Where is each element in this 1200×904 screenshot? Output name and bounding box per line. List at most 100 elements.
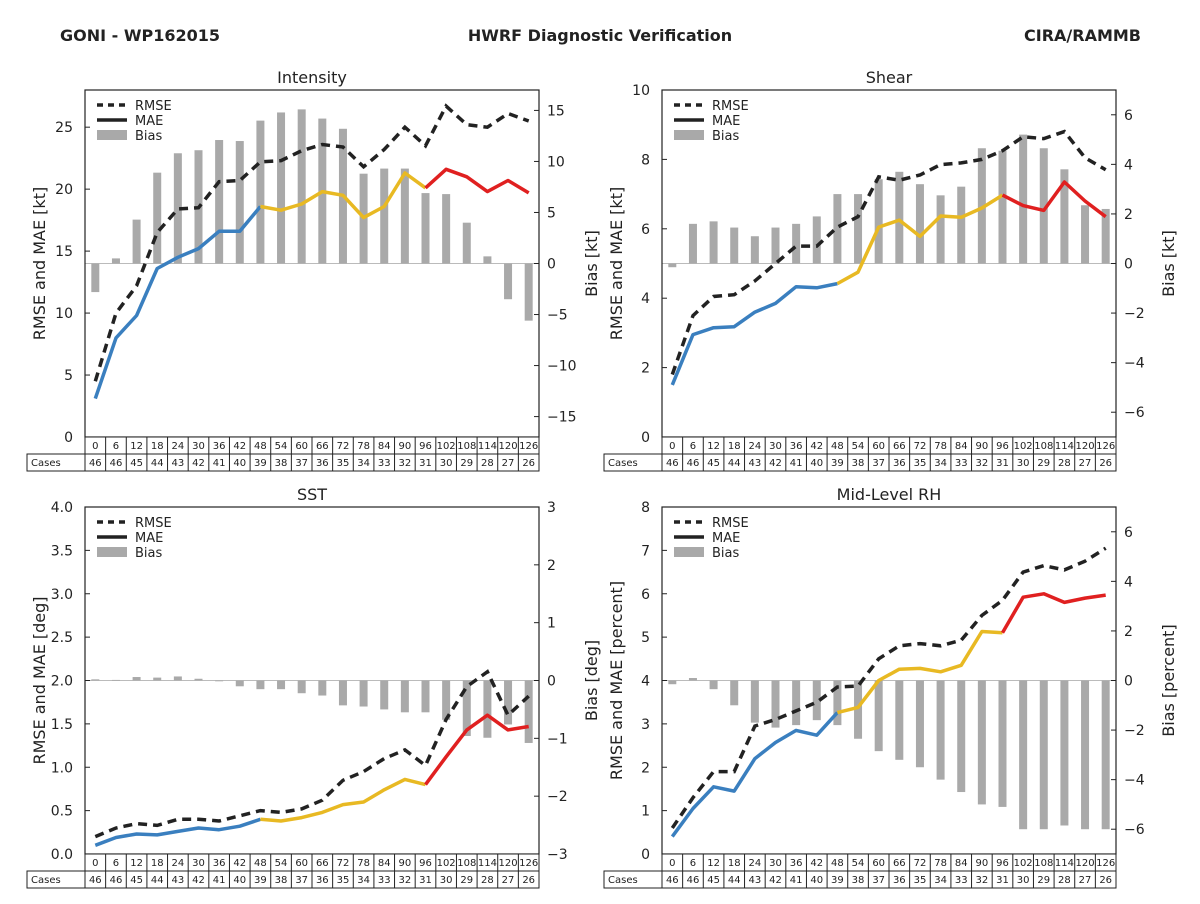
- y-tick-label: 2.5: [51, 630, 73, 646]
- hour-label: 30: [192, 441, 205, 452]
- hour-label: 6: [113, 858, 119, 869]
- bias-bar: [401, 169, 409, 264]
- y-tick-label: 0: [641, 430, 650, 446]
- bias-bar: [957, 681, 965, 793]
- case-count: 32: [975, 875, 988, 886]
- bias-bar: [380, 681, 388, 710]
- mae-line-late: [1003, 594, 1106, 633]
- hour-label: 96: [419, 441, 432, 452]
- case-count: 35: [337, 458, 350, 469]
- y-tick-label: 8: [641, 500, 650, 516]
- bias-bar: [318, 681, 326, 696]
- legend-bias-swatch: [97, 130, 127, 140]
- case-count: 31: [419, 875, 432, 886]
- case-count: 41: [213, 458, 226, 469]
- bias-bar: [1060, 681, 1068, 826]
- bias-bar: [277, 681, 285, 690]
- bias-bar: [91, 679, 99, 680]
- y-tick-label: 0.5: [51, 804, 73, 820]
- hour-label: 114: [478, 858, 497, 869]
- hour-label: 78: [357, 858, 370, 869]
- bias-bar: [668, 681, 676, 685]
- case-count: 40: [810, 875, 823, 886]
- bias-bar: [710, 221, 718, 263]
- case-count: 33: [378, 875, 391, 886]
- mae-line-early: [672, 284, 837, 385]
- hour-label: 54: [275, 441, 288, 452]
- case-count: 46: [666, 458, 679, 469]
- hour-label: 18: [728, 441, 741, 452]
- bias-bar: [1019, 135, 1027, 264]
- hour-label: 66: [316, 858, 329, 869]
- legend-bias-swatch: [674, 130, 704, 140]
- hour-label: 48: [254, 858, 267, 869]
- bias-bar: [525, 264, 533, 321]
- case-count: 29: [1037, 458, 1050, 469]
- case-count: 28: [1058, 875, 1071, 886]
- y2-tick-label: 10: [547, 154, 565, 170]
- case-count: 34: [357, 875, 370, 886]
- case-count: 34: [357, 458, 370, 469]
- hour-label: 30: [769, 441, 782, 452]
- bias-bar: [1081, 205, 1089, 263]
- y-tick-label: 7: [641, 543, 650, 559]
- bias-bar: [710, 681, 718, 690]
- bias-bar: [730, 228, 738, 264]
- case-count: 30: [440, 458, 453, 469]
- case-count: 30: [1017, 875, 1030, 886]
- case-count: 45: [707, 875, 720, 886]
- y-axis-label: RMSE and MAE [kt]: [30, 187, 49, 340]
- hour-label: 42: [810, 441, 823, 452]
- bias-bar: [689, 678, 697, 680]
- bias-bar: [875, 179, 883, 263]
- bias-bar: [380, 169, 388, 264]
- bias-bar: [442, 194, 450, 263]
- hour-label: 126: [1096, 441, 1115, 452]
- case-count: 43: [748, 458, 761, 469]
- hour-label: 114: [478, 441, 497, 452]
- case-count: 34: [934, 458, 947, 469]
- hour-label: 6: [690, 441, 696, 452]
- case-count: 26: [522, 458, 535, 469]
- y2-tick-label: −15: [547, 410, 577, 426]
- y-tick-label: 1.5: [51, 717, 73, 733]
- bias-bar: [772, 228, 780, 264]
- cases-label: Cases: [608, 458, 638, 469]
- hour-label: 96: [996, 441, 1009, 452]
- legend-bias-label: Bias: [135, 129, 162, 144]
- hour-label: 54: [852, 441, 865, 452]
- case-count: 46: [89, 875, 102, 886]
- y-tick-label: 0: [641, 847, 650, 863]
- y-axis-label: RMSE and MAE [kt]: [607, 187, 626, 340]
- case-count: 39: [831, 875, 844, 886]
- hour-label: 78: [357, 441, 370, 452]
- hour-label: 120: [1075, 858, 1094, 869]
- mae-line-mid: [260, 779, 425, 821]
- bias-bar: [792, 224, 800, 264]
- bias-bar: [215, 681, 223, 682]
- bias-bar: [422, 193, 430, 263]
- hour-label: 102: [437, 858, 456, 869]
- bias-bar: [360, 681, 368, 707]
- bias-bar: [751, 236, 759, 263]
- hour-label: 78: [934, 441, 947, 452]
- y2-axis-label: Bias [kt]: [1159, 230, 1178, 297]
- hour-label: 66: [316, 441, 329, 452]
- hour-label: 24: [171, 858, 184, 869]
- hour-label: 24: [748, 858, 761, 869]
- y-tick-label: 6: [641, 222, 650, 238]
- case-count: 34: [934, 875, 947, 886]
- hour-label: 12: [130, 441, 143, 452]
- y2-tick-label: 2: [1124, 207, 1133, 223]
- hour-label: 126: [1096, 858, 1115, 869]
- hour-label: 60: [295, 858, 308, 869]
- case-count: 43: [171, 458, 184, 469]
- y-tick-label: 15: [55, 244, 73, 260]
- case-count: 44: [728, 875, 741, 886]
- hour-label: 18: [728, 858, 741, 869]
- cases-label: Cases: [31, 875, 61, 886]
- hour-label: 54: [275, 858, 288, 869]
- y2-tick-label: −6: [1124, 405, 1145, 421]
- case-count: 41: [790, 875, 803, 886]
- bias-bar: [236, 141, 244, 263]
